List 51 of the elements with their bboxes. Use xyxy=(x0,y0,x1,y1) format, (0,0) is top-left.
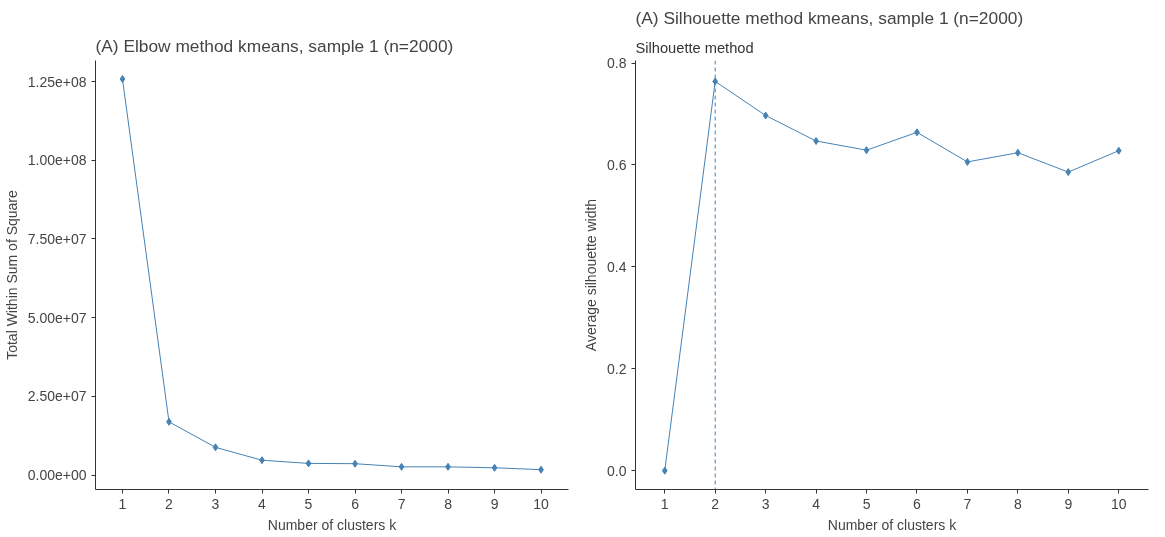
point xyxy=(813,137,819,145)
x-tick-label: 1 xyxy=(118,495,127,512)
x-tick-label: 5 xyxy=(304,495,313,512)
y-tick-label: 7.50e+07 xyxy=(27,230,87,247)
y-tick-label: 0.00e+00 xyxy=(27,467,87,484)
x-tick-label: 4 xyxy=(812,495,821,512)
point xyxy=(1115,146,1122,155)
point xyxy=(491,463,498,472)
y-axis-title: Average silhouette width xyxy=(583,198,600,352)
x-tick-label: 5 xyxy=(862,495,871,512)
y-tick-label: 0.8 xyxy=(607,55,627,72)
x-tick-label: 9 xyxy=(1064,495,1073,512)
point xyxy=(762,111,769,120)
x-axis-title: Number of clusters k xyxy=(827,516,958,533)
x-tick-label: 9 xyxy=(490,495,499,512)
x-tick-label: 10 xyxy=(533,495,550,512)
y-tick-label: 1.25e+08 xyxy=(27,73,87,90)
x-tick-label: 3 xyxy=(761,495,770,512)
point xyxy=(661,466,668,475)
point xyxy=(1065,168,1072,177)
x-tick-label: 2 xyxy=(711,495,720,512)
point xyxy=(712,77,719,86)
point xyxy=(398,462,405,471)
x-tick-label: 1 xyxy=(660,495,669,512)
y-tick-label: 0.2 xyxy=(607,360,627,377)
y-tick-label: 0.4 xyxy=(607,258,627,275)
point xyxy=(212,443,219,452)
x-axis-title: Number of clusters k xyxy=(267,516,398,533)
x-tick-label: 6 xyxy=(913,495,922,512)
x-tick-label: 3 xyxy=(211,495,220,512)
chart-title: (A) Silhouette method kmeans, sample 1 (n=2000) xyxy=(635,7,1024,28)
y-tick-label: 0.0 xyxy=(607,462,627,479)
point xyxy=(863,146,870,155)
x-tick-label: 7 xyxy=(397,495,406,512)
chart-subtitle: Silhouette method xyxy=(635,39,754,56)
y-axis-title: Total Within Sum of Square xyxy=(3,189,20,360)
y-tick-label: 1.00e+08 xyxy=(27,152,87,169)
x-tick-label: 4 xyxy=(258,495,267,512)
y-tick-label: 2.50e+07 xyxy=(27,388,87,405)
point xyxy=(119,75,126,84)
y-tick-label: 0.6 xyxy=(607,156,627,173)
chart-title: (A) Elbow method kmeans, sample 1 (n=2000) xyxy=(95,35,454,56)
point xyxy=(305,459,312,468)
x-tick-label: 7 xyxy=(963,495,972,512)
x-tick-label: 8 xyxy=(444,495,453,512)
point xyxy=(964,157,971,166)
y-tick-label: 5.00e+07 xyxy=(27,309,87,326)
x-tick-label: 6 xyxy=(351,495,360,512)
x-tick-label: 10 xyxy=(1110,495,1127,512)
x-tick-label: 2 xyxy=(165,495,174,512)
x-tick-label: 8 xyxy=(1013,495,1022,512)
